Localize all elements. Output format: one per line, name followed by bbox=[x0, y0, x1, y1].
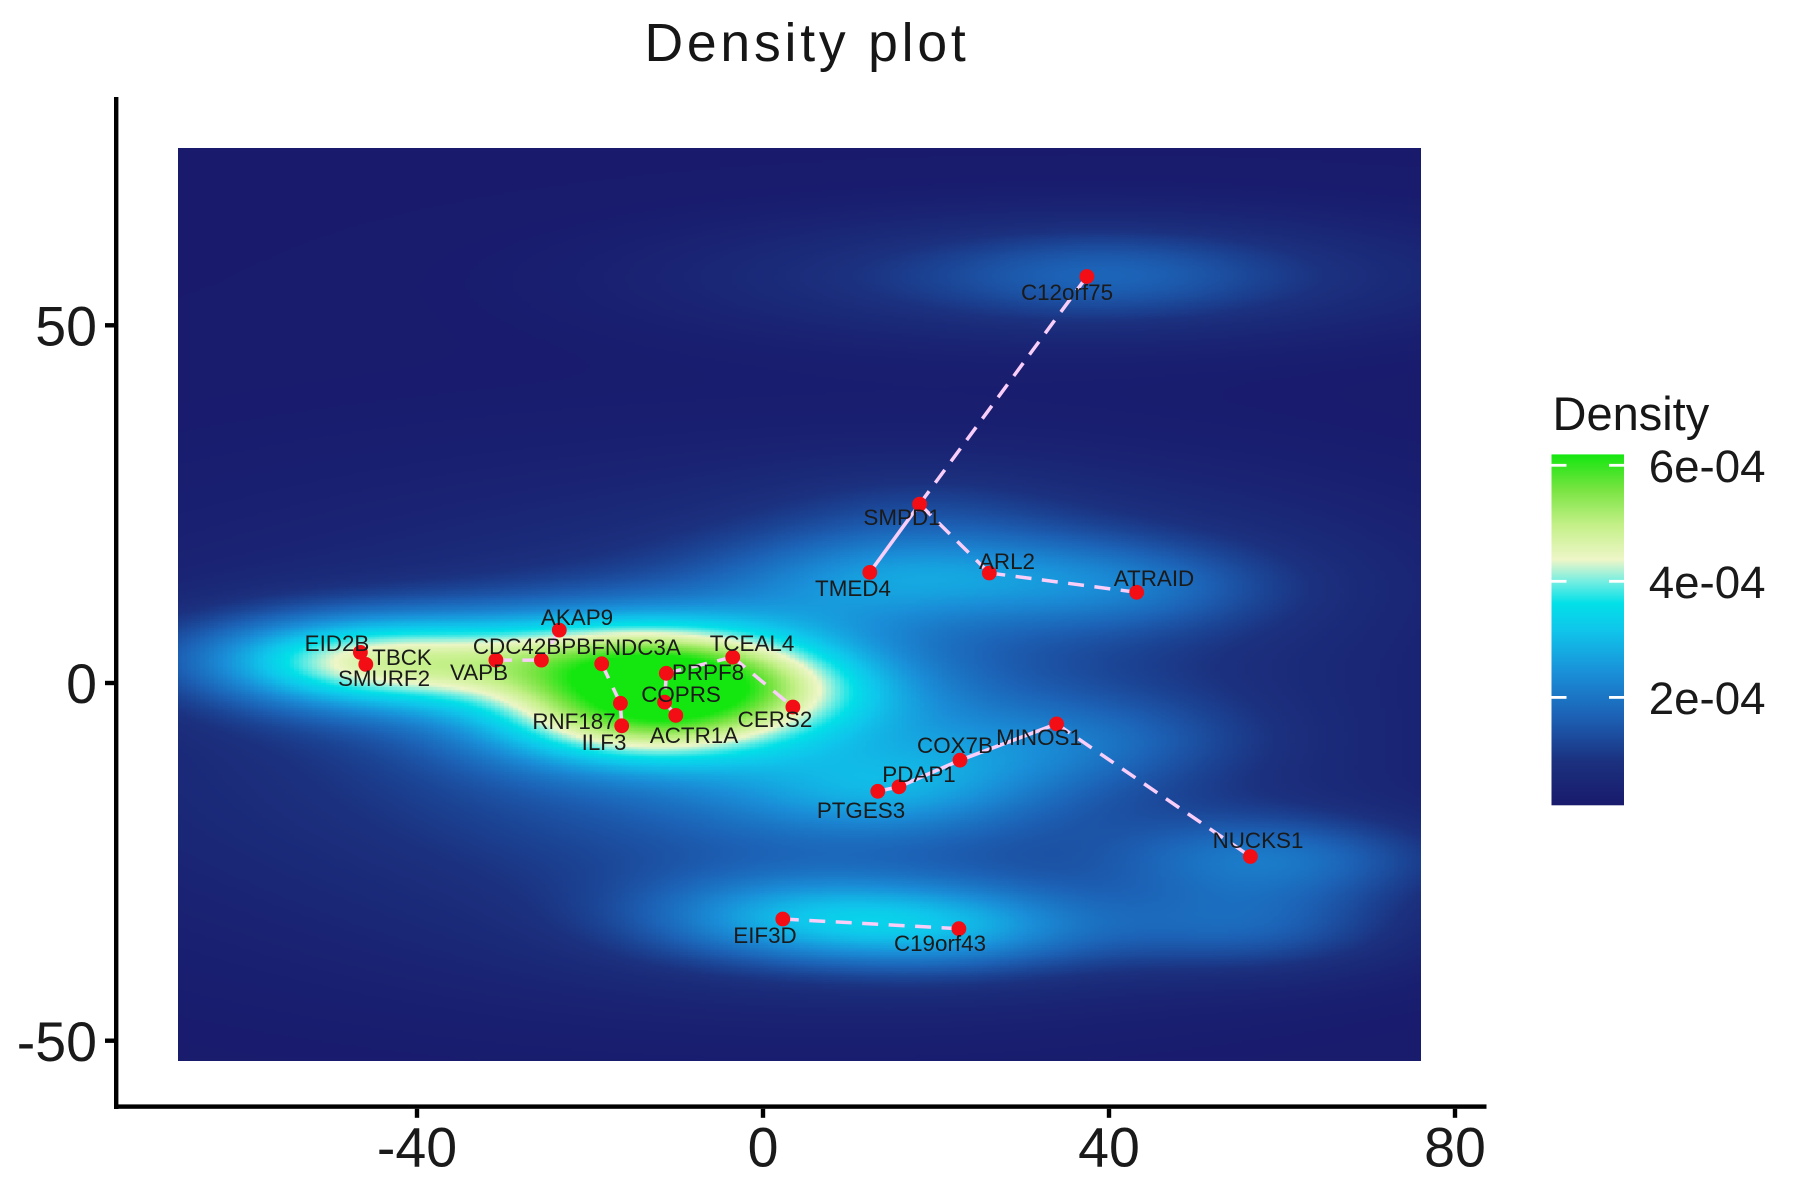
svg-text:ACTR1A: ACTR1A bbox=[650, 723, 738, 748]
svg-text:COPRS: COPRS bbox=[641, 682, 721, 707]
svg-text:Density plot: Density plot bbox=[644, 14, 969, 73]
svg-text:SMURF2: SMURF2 bbox=[338, 666, 430, 691]
svg-text:ARL2: ARL2 bbox=[979, 549, 1035, 574]
svg-text:CDC42BPB: CDC42BPB bbox=[473, 634, 591, 659]
svg-text:PRPF8: PRPF8 bbox=[672, 660, 744, 685]
svg-text:80: 80 bbox=[1424, 1116, 1486, 1178]
svg-text:C12orf75: C12orf75 bbox=[1021, 280, 1113, 305]
svg-text:0: 0 bbox=[66, 653, 97, 715]
svg-text:AKAP9: AKAP9 bbox=[541, 605, 613, 630]
svg-text:C19orf43: C19orf43 bbox=[894, 931, 986, 956]
svg-text:EIF3D: EIF3D bbox=[733, 923, 796, 948]
svg-text:TBCK: TBCK bbox=[372, 645, 432, 670]
svg-text:EID2B: EID2B bbox=[305, 631, 370, 656]
svg-text:COX7B: COX7B bbox=[917, 733, 993, 758]
svg-text:RNF187: RNF187 bbox=[532, 709, 615, 734]
svg-text:TCEAL4: TCEAL4 bbox=[710, 631, 795, 656]
svg-text:SMPD1: SMPD1 bbox=[863, 505, 940, 530]
svg-text:-40: -40 bbox=[377, 1116, 457, 1178]
svg-text:Density: Density bbox=[1553, 387, 1710, 440]
svg-text:40: 40 bbox=[1078, 1116, 1140, 1178]
svg-text:TMED4: TMED4 bbox=[815, 576, 891, 601]
svg-text:MINOS1: MINOS1 bbox=[996, 725, 1082, 750]
svg-text:ATRAID: ATRAID bbox=[1114, 566, 1194, 591]
svg-text:50: 50 bbox=[35, 296, 97, 358]
svg-text:6e-04: 6e-04 bbox=[1649, 441, 1766, 492]
svg-text:-50: -50 bbox=[17, 1011, 97, 1073]
svg-text:0: 0 bbox=[748, 1116, 779, 1178]
svg-text:ILF3: ILF3 bbox=[582, 730, 627, 755]
svg-text:FNDC3A: FNDC3A bbox=[591, 635, 681, 660]
svg-text:NUCKS1: NUCKS1 bbox=[1213, 828, 1304, 853]
svg-text:PTGES3: PTGES3 bbox=[817, 798, 905, 823]
svg-text:2e-04: 2e-04 bbox=[1649, 673, 1766, 724]
svg-text:PDAP1: PDAP1 bbox=[882, 762, 955, 787]
svg-text:4e-04: 4e-04 bbox=[1649, 557, 1766, 608]
svg-text:VAPB: VAPB bbox=[450, 660, 508, 685]
svg-text:CERS2: CERS2 bbox=[738, 707, 813, 732]
